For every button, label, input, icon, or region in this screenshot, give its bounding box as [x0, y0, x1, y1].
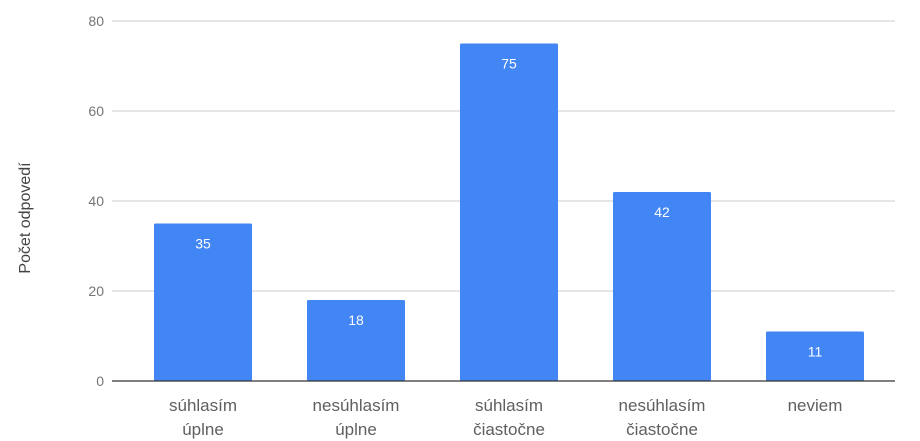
y-tick-label: 20 — [88, 283, 104, 299]
x-tick-label: súhlasím úplne — [169, 396, 237, 439]
bar[interactable] — [307, 300, 405, 381]
bar-value-label: 42 — [654, 204, 670, 220]
bar[interactable] — [766, 331, 864, 382]
y-tick-label: 80 — [88, 13, 104, 29]
bar[interactable] — [460, 43, 558, 382]
y-axis-title: Počet odpovedí — [17, 162, 34, 274]
bar-value-label: 35 — [195, 236, 211, 252]
y-tick-label: 40 — [88, 193, 104, 209]
bar-value-label: 11 — [808, 344, 823, 360]
x-tick-label: nesúhlasím úplne — [313, 396, 400, 439]
y-tick-label: 60 — [88, 103, 104, 119]
x-tick-label: súhlasím čiastočne — [473, 396, 545, 439]
bars — [154, 43, 864, 382]
data-labels: 35 18 75 42 11 — [195, 56, 822, 360]
bar-value-label: 18 — [348, 312, 364, 328]
y-axis: 0 20 40 60 80 — [88, 13, 104, 389]
x-tick-label: neviem — [788, 396, 843, 415]
x-axis: súhlasím úplne nesúhlasím úplne súhlasím čias… — [112, 380, 895, 439]
x-tick-label: nesúhlasím čiastočne — [619, 396, 706, 439]
y-tick-label: 0 — [96, 373, 104, 389]
bar-value-label: 75 — [501, 56, 517, 72]
bar[interactable] — [154, 223, 252, 382]
bar[interactable] — [613, 192, 711, 381]
